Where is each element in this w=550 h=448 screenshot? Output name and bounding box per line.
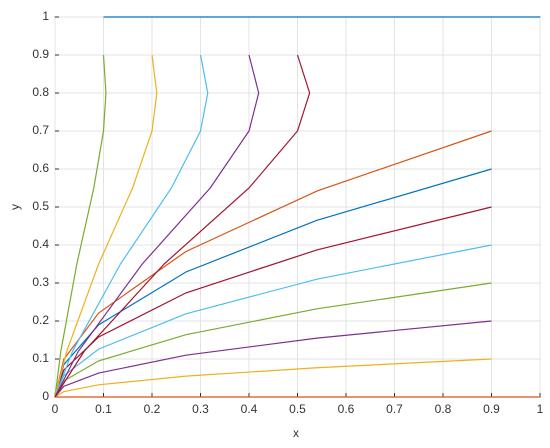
- y-tick-label: 0.3: [32, 275, 49, 289]
- y-tick-label: 0.5: [32, 199, 49, 213]
- y-tick-label: 0: [42, 389, 49, 403]
- x-tick-label: 0.3: [192, 402, 209, 416]
- y-tick-label: 1: [42, 9, 49, 23]
- trajectory: [54, 358, 492, 398]
- y-tick-label: 0.4: [32, 237, 49, 251]
- x-tick-label: 0.4: [241, 402, 258, 416]
- trajectory: [54, 54, 158, 398]
- x-tick-label: 0: [52, 402, 59, 416]
- x-tick-label: 0.6: [338, 402, 355, 416]
- x-axis-label: x: [293, 426, 299, 440]
- x-tick-label: 0.9: [483, 402, 500, 416]
- trajectory: [54, 320, 492, 398]
- x-tick-label: 0.2: [144, 402, 161, 416]
- x-tick-label: 0.5: [289, 402, 306, 416]
- x-tick-label: 1: [537, 402, 544, 416]
- x-tick-label: 0.1: [95, 402, 112, 416]
- x-tick-label: 0.7: [386, 402, 403, 416]
- y-tick-label: 0.7: [32, 123, 49, 137]
- y-tick-label: 0.8: [32, 85, 49, 99]
- trajectory: [54, 130, 492, 398]
- x-tick-label: 0.8: [435, 402, 452, 416]
- y-tick-label: 0.6: [32, 161, 49, 175]
- y-tick-label: 0.9: [32, 47, 49, 61]
- y-axis-label: y: [8, 204, 22, 210]
- trajectory: [54, 54, 209, 398]
- trajectory: [54, 206, 492, 398]
- y-tick-label: 0.2: [32, 313, 49, 327]
- trajectory: [54, 54, 260, 398]
- trajectory: [54, 54, 311, 398]
- trajectory: [54, 54, 107, 398]
- y-tick-label: 0.1: [32, 351, 49, 365]
